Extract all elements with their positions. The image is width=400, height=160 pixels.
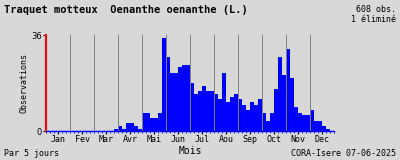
Bar (290, 78, 294, 131)
Bar (254, 104, 258, 131)
Bar (134, 126, 138, 131)
Bar (234, 94, 238, 131)
Bar (122, 128, 126, 131)
Bar (238, 99, 242, 131)
Bar (146, 112, 150, 131)
Bar (118, 126, 122, 131)
Bar (270, 112, 274, 131)
Bar (206, 91, 210, 131)
Bar (166, 56, 170, 131)
X-axis label: Mois: Mois (178, 146, 202, 156)
Text: Traquet motteux  Oenanthe oenanthe (L.): Traquet motteux Oenanthe oenanthe (L.) (4, 5, 248, 15)
Bar (326, 128, 330, 131)
Bar (138, 128, 142, 131)
Bar (298, 112, 302, 131)
Bar (182, 64, 186, 131)
Y-axis label: Observations: Observations (19, 53, 28, 113)
Bar (174, 72, 178, 131)
Bar (262, 112, 266, 131)
Bar (230, 96, 234, 131)
Bar (322, 126, 326, 131)
Bar (162, 38, 166, 131)
Bar (150, 118, 154, 131)
Bar (194, 94, 198, 131)
Bar (250, 102, 254, 131)
Bar (318, 120, 322, 131)
Bar (314, 120, 318, 131)
Bar (126, 123, 130, 131)
Bar (278, 56, 282, 131)
Bar (158, 112, 162, 131)
Bar (186, 64, 190, 131)
Bar (222, 72, 226, 131)
Bar (154, 118, 158, 131)
Bar (282, 75, 286, 131)
Bar (266, 120, 270, 131)
Bar (310, 110, 314, 131)
Bar (274, 88, 278, 131)
Text: 608 obs.
1 éliminé: 608 obs. 1 éliminé (351, 5, 396, 24)
Bar (218, 99, 222, 131)
Bar (302, 115, 306, 131)
Bar (246, 110, 250, 131)
Bar (286, 48, 290, 131)
Bar (198, 91, 202, 131)
Bar (258, 99, 262, 131)
Bar (306, 115, 310, 131)
Bar (178, 67, 182, 131)
Bar (294, 107, 298, 131)
Bar (242, 104, 246, 131)
Bar (226, 102, 230, 131)
Text: Par 5 jours: Par 5 jours (4, 149, 59, 158)
Bar (202, 86, 206, 131)
Bar (130, 123, 134, 131)
Bar (214, 94, 218, 131)
Bar (114, 128, 118, 131)
Bar (190, 83, 194, 131)
Bar (170, 72, 174, 131)
Bar (210, 91, 214, 131)
Bar (142, 112, 146, 131)
Text: CORA-Isere 07-06-2025: CORA-Isere 07-06-2025 (291, 149, 396, 158)
